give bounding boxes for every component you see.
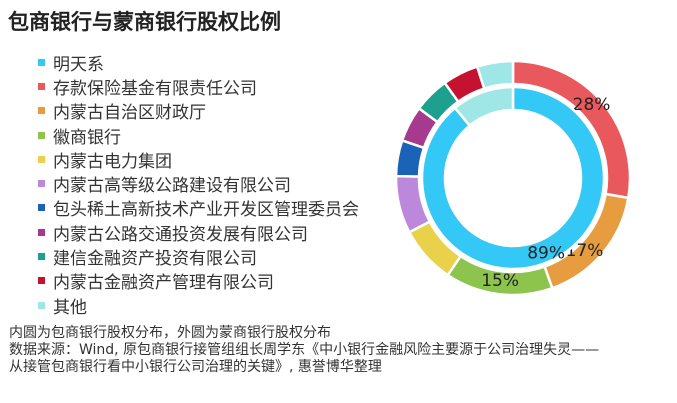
legend-swatch [38, 58, 45, 66]
legend-label: 内蒙古公路交通投资发展有限公司 [53, 224, 308, 245]
legend-item: 包头稀土高新技术产业开发区管理委员会 [38, 196, 359, 220]
outer-ring-data-label: 28% [573, 95, 611, 115]
legend-item: 内蒙古电力集团 [38, 147, 359, 172]
legend-swatch [38, 155, 45, 163]
note-line-1: 内圆为包商银行股权分布，外圆为蒙商银行股权分布 [9, 325, 331, 341]
legend-item: 内蒙古公路交通投资发展有限公司 [38, 220, 359, 245]
legend-swatch [38, 253, 45, 261]
legend-swatch [38, 228, 45, 236]
legend-item: 明天系 [38, 50, 359, 75]
legend-item: 徽商银行 [38, 123, 359, 148]
legend-item: 存款保险基金有限责任公司 [38, 74, 359, 99]
legend-item: 内蒙古高等级公路建设有限公司 [38, 171, 359, 197]
chart-title: 包商银行与蒙商银行股权比例 [8, 10, 281, 34]
note-line-2: 数据来源：Wind, 原包商银行接管组组长周学东《中小银行金融风险主要源于公司治… [9, 342, 600, 358]
chart-legend: 明天系存款保险基金有限责任公司 内蒙古自治区财政厅 徽商银行内蒙古电力集团内蒙古高等… [38, 50, 359, 318]
outer-ring-slice [475, 59, 515, 91]
legend-label: 存款保险基金有限责任公司 [53, 78, 257, 99]
legend-label: 内蒙古高等级公路建设有限公司 [53, 176, 291, 197]
outer-ring-data-label: 15% [481, 271, 519, 291]
legend-swatch [38, 204, 45, 212]
legend-label: 徽商银行 [53, 127, 121, 148]
legend-label: 明天系 [53, 54, 104, 75]
legend-swatch [38, 82, 45, 90]
legend-item: 其他 [38, 293, 359, 318]
legend-label: 内蒙古自治区财政厅 [53, 103, 206, 124]
legend-swatch [38, 301, 45, 309]
inner-ring-slice [420, 85, 606, 271]
legend-label: 建信金融资产投资有限公司 [53, 249, 257, 270]
legend-swatch [38, 107, 45, 115]
legend-label: 内蒙古金融资产管理有限公司 [53, 273, 274, 294]
legend-swatch [38, 131, 45, 139]
legend-swatch [38, 180, 45, 188]
donut-chart: 28%17%15%89% [394, 59, 632, 297]
legend-item: 内蒙古自治区财政厅 [38, 99, 359, 123]
legend-label: 其他 [53, 297, 87, 318]
inner-ring-data-label: 89% [527, 243, 565, 263]
legend-item: 建信金融资产投资有限公司 [38, 244, 359, 270]
legend-label: 内蒙古电力集团 [53, 151, 172, 172]
note-line-3: 从接管包商银行看中小银行公司治理的关键》, 惠誉博华整理 [9, 359, 382, 375]
legend-item: 内蒙古金融资产管理有限公司 [38, 269, 359, 293]
inner-ring-slice [453, 85, 515, 128]
legend-label: 包头稀土高新技术产业开发区管理委员会 [53, 200, 359, 221]
legend-swatch [38, 277, 45, 285]
chart-notes: 内圆为包商银行股权分布，外圆为蒙商银行股权分布 数据来源：Wind, 原包商银行… [9, 325, 599, 376]
